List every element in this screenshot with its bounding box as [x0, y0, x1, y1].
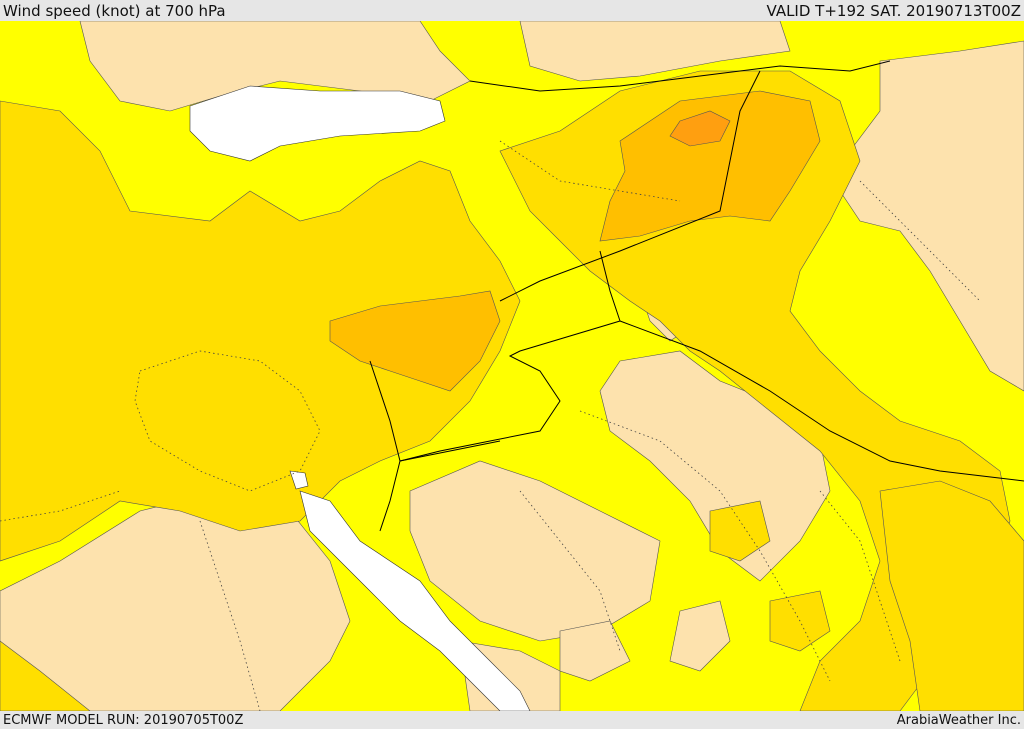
model-run-label: ECMWF MODEL RUN: 20190705T00Z: [3, 713, 244, 728]
wind-speed-map: [0, 21, 1024, 711]
map-title: Wind speed (knot) at 700 hPa: [3, 2, 226, 20]
country-borders: [369, 60, 1024, 532]
credit-label: ArabiaWeather Inc.: [896, 713, 1021, 728]
header-bar: Wind speed (knot) at 700 hPa VALID T+192…: [0, 0, 1024, 21]
lowest-speed-band: [0, 21, 1024, 711]
valid-time: VALID T+192 SAT. 20190713T00Z: [766, 2, 1021, 20]
water-no-data-region: [189, 85, 531, 711]
province-boundaries: [0, 140, 981, 711]
highest-speed-band: [669, 110, 731, 147]
footer-bar: ECMWF MODEL RUN: 20190705T00Z ArabiaWeat…: [0, 711, 1024, 729]
high-speed-band: [329, 90, 821, 392]
